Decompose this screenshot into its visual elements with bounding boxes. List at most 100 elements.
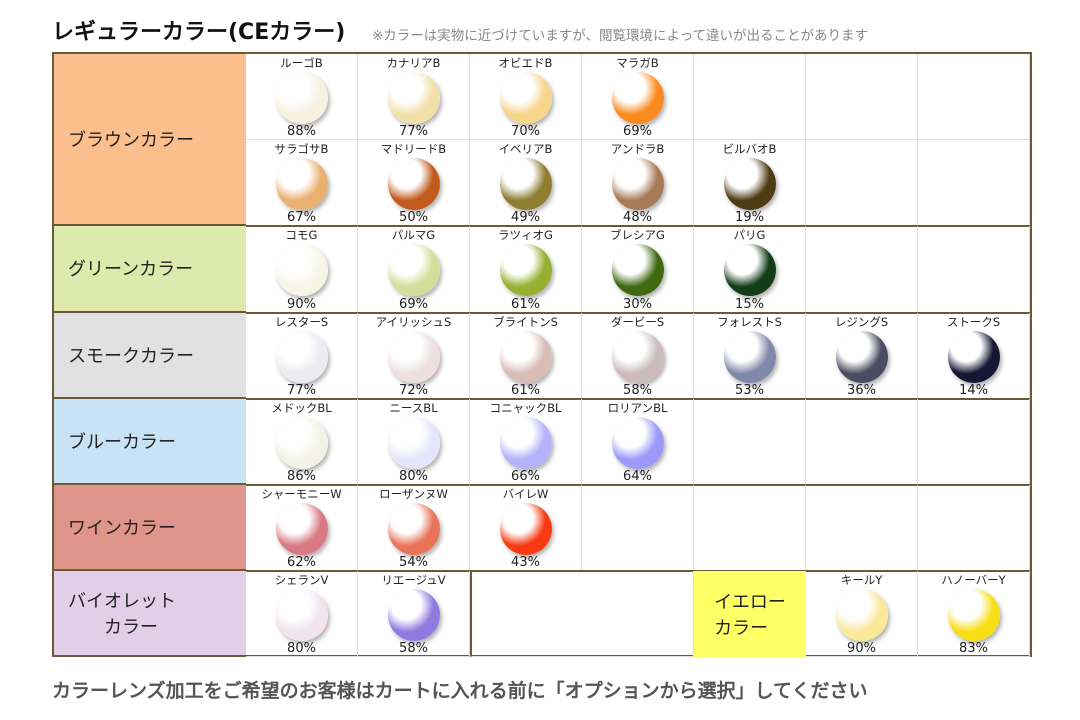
lens-cell[interactable]: サラゴサB 67% (246, 140, 358, 227)
lens-transmittance: 88% (287, 124, 316, 140)
lens-swatch (835, 589, 888, 642)
lens-cell[interactable]: ルーゴB 88% (246, 54, 358, 141)
lens-cell[interactable]: リエージュV 58% (358, 571, 470, 658)
category-label: ブラウンカラー (54, 54, 246, 227)
lens-swatch (723, 158, 776, 211)
lens-swatch (947, 330, 1000, 383)
lens-cell[interactable]: ラツィオG 61% (470, 226, 582, 313)
lens-cell[interactable] (694, 398, 806, 485)
lens-name: レジングS (834, 314, 889, 329)
lens-cell[interactable] (918, 54, 1030, 141)
lens-cell[interactable]: ロリアンBL 64% (582, 398, 694, 485)
lens-cell[interactable]: イベリアB 49% (470, 140, 582, 227)
lens-transmittance: 61% (511, 296, 540, 312)
lens-swatch (499, 72, 552, 124)
lens-cell[interactable] (694, 54, 806, 141)
lens-cell[interactable]: ブレシアG 30% (582, 226, 694, 313)
lens-swatch (275, 589, 328, 642)
lens-cell[interactable]: シェランV 80% (246, 571, 358, 658)
color-disclaimer: ※カラーは実物に近づけていますが、閲覧環境によって違いが出ることがあります (372, 28, 868, 44)
lens-swatch (275, 330, 328, 383)
lens-cell[interactable]: ニースBL 80% (358, 398, 470, 485)
lens-name: オビエドB (498, 56, 553, 70)
lens-name: ダービーS (610, 314, 665, 329)
lens-cell[interactable] (918, 226, 1030, 313)
lens-cell[interactable] (918, 398, 1030, 485)
lens-cell[interactable]: アイリッシュS 72% (358, 312, 470, 399)
lens-name: バイレW (502, 487, 549, 501)
lens-name: ブライトンS (493, 314, 558, 329)
lens-cell[interactable]: カナリアB 77% (358, 54, 470, 141)
lens-cell[interactable]: バイレW 43% (470, 485, 582, 572)
lens-name: サラゴサB (274, 142, 329, 157)
lens-cell[interactable]: アンドラB 48% (582, 140, 694, 227)
lens-transmittance: 69% (623, 124, 652, 140)
lens-transmittance: 69% (399, 296, 428, 312)
category-label: スモークカラー (54, 312, 246, 399)
lens-name: ニースBL (389, 400, 438, 415)
lens-cell[interactable]: パルマG 69% (358, 226, 470, 313)
lens-transmittance: 70% (511, 124, 540, 140)
lens-cell[interactable]: メドックBL 86% (246, 398, 358, 485)
category-label: バイオレット カラー (54, 571, 246, 658)
lens-transmittance: 36% (847, 382, 876, 398)
lens-cell[interactable]: ハノーバーY 83% (918, 571, 1030, 658)
lens-cell[interactable] (582, 485, 694, 572)
lens-cell[interactable]: ストークS 14% (918, 312, 1030, 399)
lens-swatch (611, 244, 664, 297)
lens-transmittance: 62% (287, 555, 316, 571)
lens-cell[interactable] (806, 226, 918, 313)
lens-cell[interactable]: マラガB 69% (582, 54, 694, 141)
lens-cell[interactable]: キールY 90% (806, 571, 918, 658)
lens-name: パルマG (391, 228, 436, 243)
lens-swatch (387, 72, 440, 124)
lens-color-table: ブラウンカラー ルーゴB 88% カナリアB 77% オビエドB 70% マラガB 69% サラゴ… (52, 52, 1032, 658)
lens-swatch (275, 503, 328, 555)
lens-transmittance: 77% (287, 382, 316, 398)
lens-cell[interactable]: マドリードB 50% (358, 140, 470, 227)
lens-cell[interactable]: オビエドB 70% (470, 54, 582, 141)
lens-swatch (275, 158, 328, 211)
lens-cell[interactable]: パリG 15% (694, 226, 806, 313)
lens-cell[interactable] (918, 485, 1030, 572)
lens-name: メドックBL (271, 400, 332, 415)
lens-cell[interactable] (806, 140, 918, 227)
lens-transmittance: 61% (511, 382, 540, 398)
lens-cell[interactable] (806, 54, 918, 141)
lens-swatch (275, 416, 328, 469)
lens-name: マラガB (616, 56, 659, 70)
lens-name: ルーゴB (280, 56, 323, 70)
lens-cell[interactable]: ローザンヌW 54% (358, 485, 470, 572)
category-label: ブルーカラー (54, 398, 246, 485)
lens-swatch (387, 330, 440, 383)
lens-name: カナリアB (386, 56, 441, 70)
lens-swatch (499, 244, 552, 297)
lens-swatch (387, 416, 440, 469)
lens-swatch (275, 244, 328, 297)
lens-swatch (387, 589, 440, 642)
lens-name: アイリッシュS (375, 314, 452, 329)
section-divider (54, 570, 1030, 573)
category-label: ワインカラー (54, 485, 246, 572)
lens-cell[interactable]: フォレストS 53% (694, 312, 806, 399)
lens-cell[interactable]: コモG 90% (246, 226, 358, 313)
lens-cell[interactable] (918, 140, 1030, 227)
lens-cell[interactable] (694, 485, 806, 572)
lens-cell[interactable]: レスターS 77% (246, 312, 358, 399)
lens-name: リエージュV (381, 573, 446, 588)
lens-cell[interactable] (806, 485, 918, 572)
lens-swatch (611, 158, 664, 211)
lens-cell[interactable] (806, 398, 918, 485)
lens-swatch (611, 416, 664, 469)
lens-cell[interactable]: レジングS 36% (806, 312, 918, 399)
section-divider (54, 225, 1030, 228)
page-title: レギュラーカラー(CEカラー) (52, 20, 346, 45)
lens-name: イベリアB (498, 142, 553, 157)
lens-cell[interactable]: コニャックBL 66% (470, 398, 582, 485)
lens-transmittance: 49% (511, 210, 540, 226)
lens-cell[interactable]: ダービーS 58% (582, 312, 694, 399)
lens-cell[interactable]: ビルバオB 19% (694, 140, 806, 227)
lens-name: パリG (733, 228, 766, 243)
lens-cell[interactable]: ブライトンS 61% (470, 312, 582, 399)
lens-cell[interactable]: シャーモニーW 62% (246, 485, 358, 572)
